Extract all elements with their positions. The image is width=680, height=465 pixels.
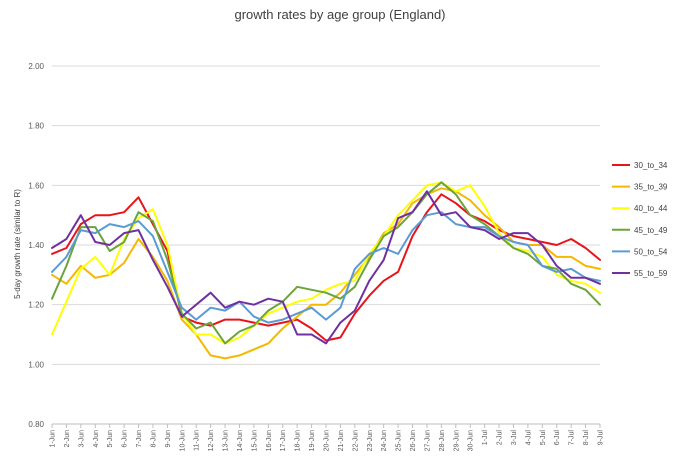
x-tick-label: 23-Jun (367, 430, 374, 452)
y-tick-label: 1.80 (28, 122, 44, 131)
x-tick-label: 6-Jul (554, 430, 561, 446)
series-line-45_to_49 (51, 181, 601, 345)
x-tick-label: 15-Jun (251, 430, 258, 452)
x-tick-label: 27-Jun (424, 430, 431, 452)
legend-label-45_to_49: 45_to_49 (634, 226, 668, 235)
series-lines (51, 181, 601, 360)
x-tick-label: 1-Jul (482, 430, 489, 446)
x-tick-label: 10-Jun (179, 430, 186, 452)
x-tick-label: 29-Jun (453, 430, 460, 452)
y-tick-label: 1.00 (28, 360, 44, 369)
y-tick-label: 1.40 (28, 241, 44, 250)
x-tick-label: 5-Jun (107, 430, 114, 448)
x-tick-label: 9-Jul (598, 430, 605, 446)
x-tick-label: 7-Jun (136, 430, 143, 448)
legend-label-40_to_44: 40_to_44 (634, 204, 668, 213)
legend: 30_to_34 35_to_39 40_to_44 45_to_49 50_to_54… (612, 161, 668, 278)
x-axis-ticks: 1-Jun 2-Jun 3-Jun 4-Jun 5-Jun 6-Jun 7-Jun 8-Jun… (50, 423, 605, 452)
y-axis-label: 5-day growth rate (similar to R) (13, 189, 22, 299)
legend-label-50_to_54: 50_to_54 (634, 247, 668, 256)
series-line-55_to_59 (51, 190, 601, 345)
x-tick-label: 24-Jun (381, 430, 388, 452)
x-tick-label: 2-Jul (497, 430, 504, 446)
x-tick-label: 7-Jul (569, 430, 576, 446)
x-tick-label: 2-Jun (64, 430, 71, 448)
series-line-50_to_54 (51, 211, 601, 324)
x-tick-label: 19-Jun (309, 430, 316, 452)
x-tick-label: 26-Jun (410, 430, 417, 452)
x-tick-label: 21-Jun (338, 430, 345, 452)
x-tick-label: 28-Jun (439, 430, 446, 452)
legend-label-35_to_39: 35_to_39 (634, 183, 668, 192)
y-tick-label: 0.80 (28, 420, 44, 429)
x-tick-label: 14-Jun (237, 430, 244, 452)
x-tick-label: 6-Jun (122, 430, 129, 448)
legend-label-55_to_59: 55_to_59 (634, 269, 668, 278)
x-tick-label: 22-Jun (352, 430, 359, 452)
x-tick-label: 4-Jun (93, 430, 100, 448)
x-tick-label: 3-Jun (78, 430, 85, 448)
x-tick-label: 11-Jun (194, 430, 201, 451)
x-tick-label: 1-Jun (50, 430, 57, 448)
y-tick-label: 1.60 (28, 181, 44, 190)
series-line-35_to_39 (51, 187, 601, 360)
x-tick-label: 16-Jun (266, 430, 273, 452)
x-tick-label: 4-Jul (525, 430, 532, 446)
x-tick-label: 20-Jun (324, 430, 331, 452)
chart-title: growth rates by age group (England) (234, 7, 445, 22)
legend-label-30_to_34: 30_to_34 (634, 161, 668, 170)
x-tick-label: 25-Jun (396, 430, 403, 452)
x-tick-label: 17-Jun (280, 430, 287, 452)
y-tick-label: 2.00 (28, 62, 44, 71)
x-tick-label: 30-Jun (468, 430, 475, 452)
y-axis-ticks: 0.80 1.00 1.20 1.40 1.60 1.80 2.00 (28, 62, 44, 429)
x-tick-label: 8-Jun (150, 430, 157, 448)
x-tick-label: 18-Jun (295, 430, 302, 452)
y-tick-label: 1.20 (28, 301, 44, 310)
x-tick-label: 12-Jun (208, 430, 215, 452)
x-tick-label: 5-Jul (540, 430, 547, 446)
x-tick-label: 3-Jul (511, 430, 518, 446)
x-tick-label: 13-Jun (223, 430, 230, 452)
x-tick-label: 9-Jun (165, 430, 172, 448)
x-tick-label: 8-Jul (583, 430, 590, 446)
